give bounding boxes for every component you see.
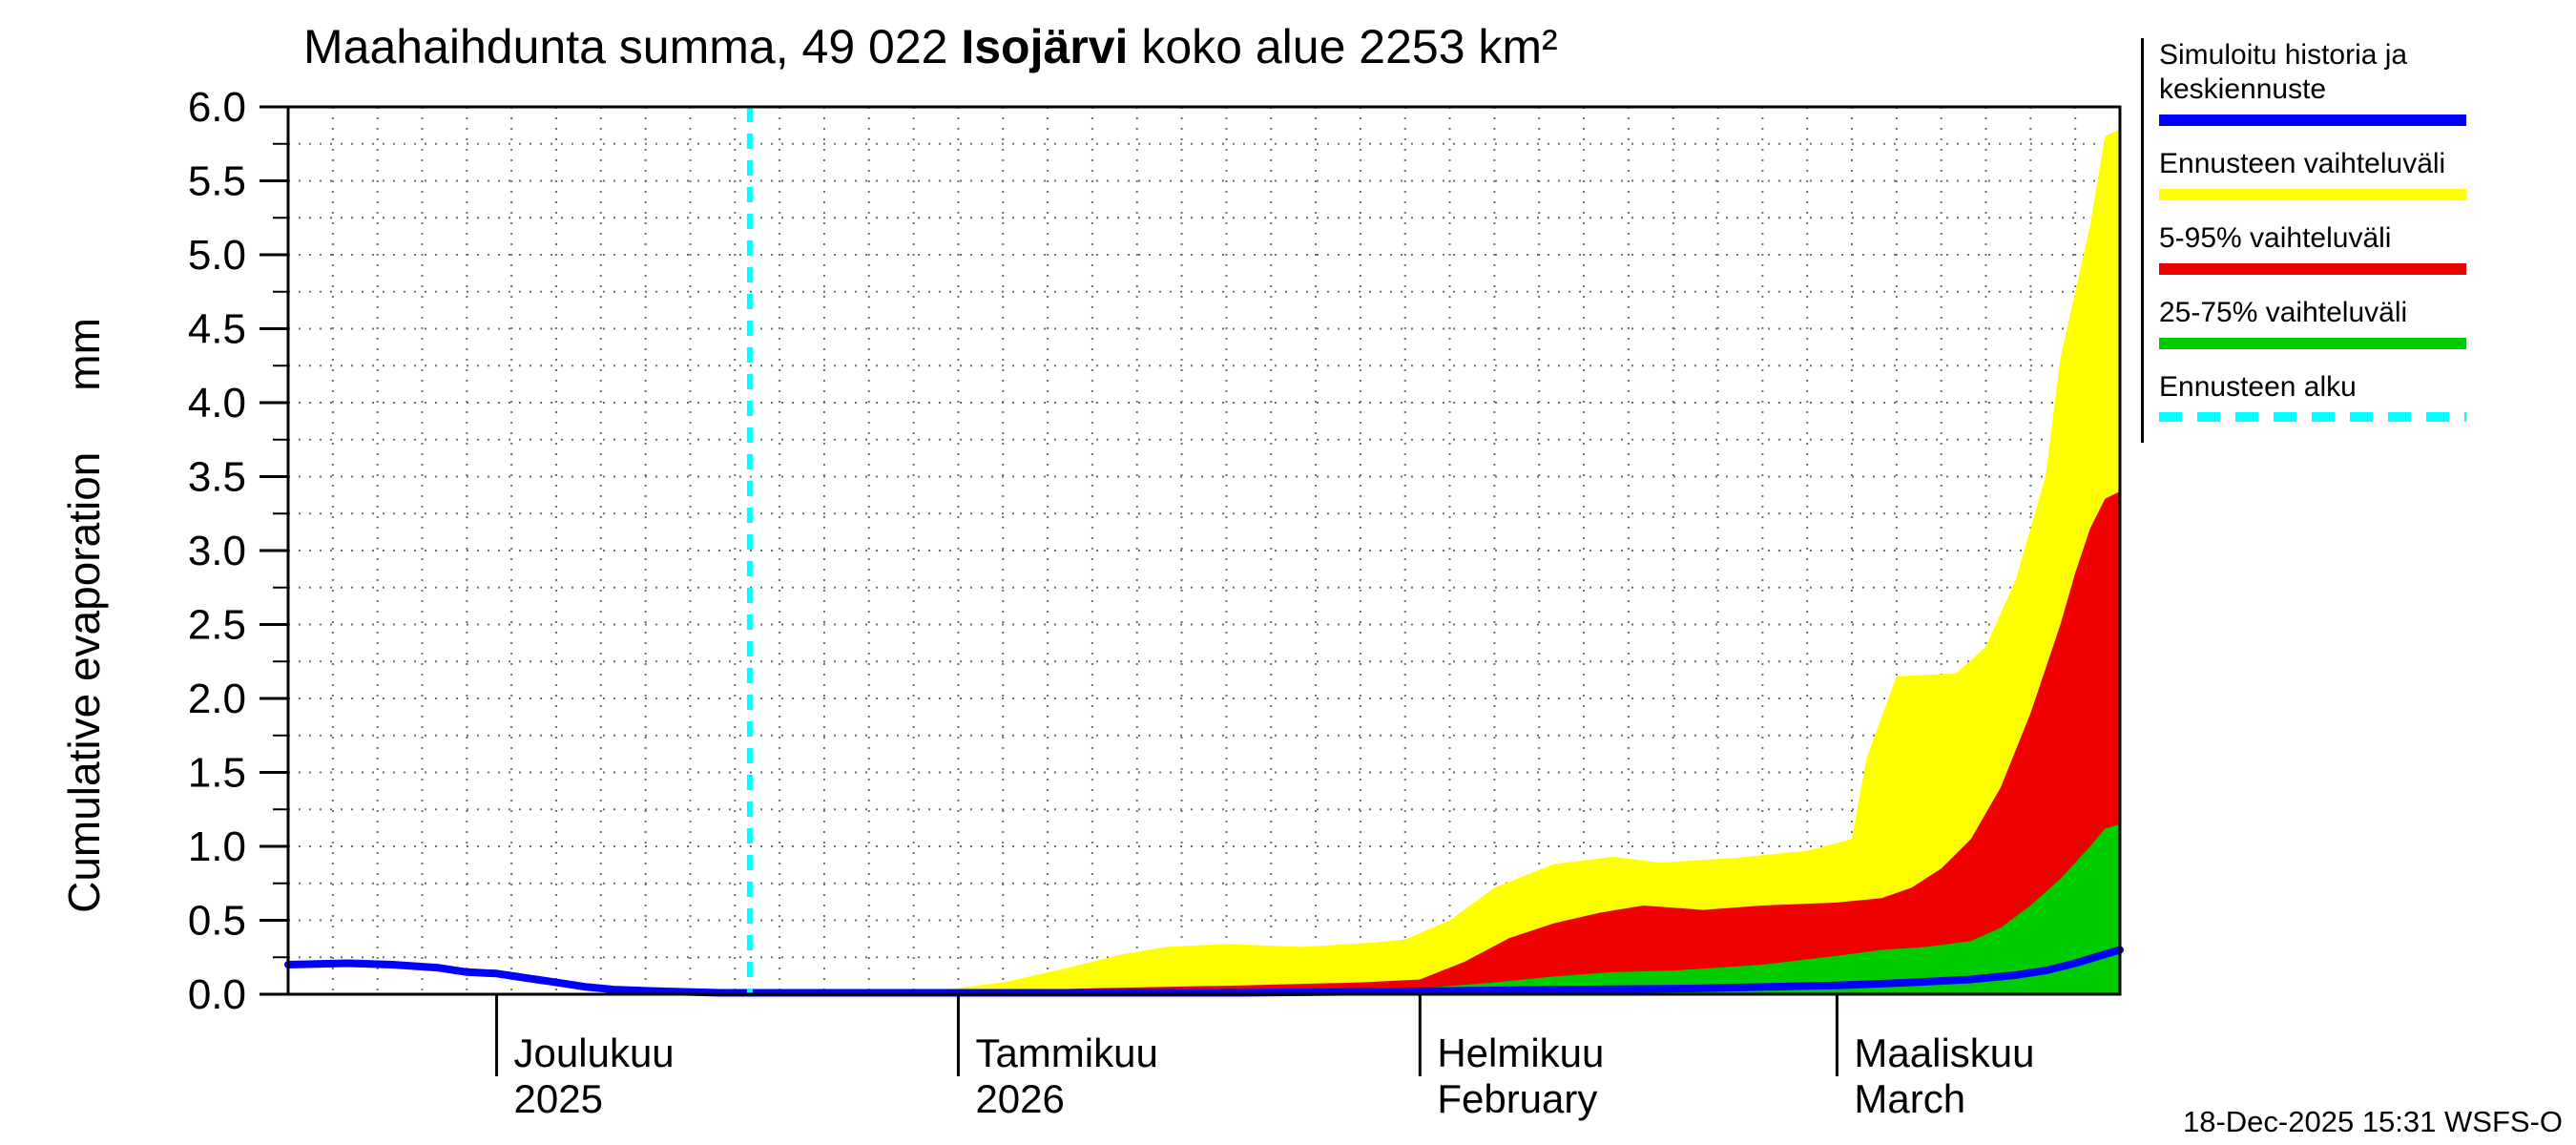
legend-swatch-ennusteen-alku [2159,412,2466,422]
legend-item-5-95-vaihteluvali: 5-95% vaihteluväli [2159,221,2566,275]
y-tick-label: 1.0 [188,823,246,870]
y-tick-label: 5.0 [188,232,246,279]
legend-item-ennusteen-alku: Ennusteen alku [2159,370,2566,422]
y-tick-label: 2.5 [188,602,246,649]
y-tick-label: 4.5 [188,306,246,353]
month-sublabel: March [1854,1076,1965,1121]
month-sublabel: 2025 [514,1076,603,1121]
y-tick-label: 0.5 [188,898,246,945]
y-tick-label: 0.0 [188,971,246,1018]
y-tick-label: 6.0 [188,84,246,131]
y-tick-label: 3.0 [188,528,246,574]
y-tick-label: 2.0 [188,676,246,722]
grid [288,107,2120,994]
y-tick-label: 5.5 [188,158,246,205]
timestamp: 18-Dec-2025 15:31 WSFS-O [2182,1105,2563,1138]
legend-item-simuloitu-historia: Simuloitu historia ja keskiennuste [2159,38,2566,126]
legend-item-ennusteen-vaihteluvali: Ennusteen vaihteluväli [2159,147,2566,200]
month-label: Joulukuu [514,1030,675,1075]
legend-swatch-5-95-vaihteluvali [2159,263,2466,275]
legend-label: Simuloitu historia ja keskiennuste [2159,39,2408,105]
month-label: Helmikuu [1437,1030,1604,1075]
month-label: Maaliskuu [1854,1030,2034,1075]
legend-swatch-25-75-vaihteluvali [2159,338,2466,349]
y-tick-label: 4.0 [188,380,246,427]
month-sublabel: February [1437,1076,1597,1121]
y-tick-label: 3.5 [188,454,246,501]
legend-swatch-ennusteen-vaihteluvali [2159,189,2466,200]
legend-swatch-simuloitu-historia [2159,114,2466,126]
y-axis-ticks: 0.0 0.5 1.0 1.5 2.0 2.5 3.0 3.5 4.0 4.5 5.0 5.5 6.0 [188,84,288,1018]
legend-label: Ennusteen vaihteluväli [2159,148,2446,179]
legend-item-25-75-vaihteluvali: 25-75% vaihteluväli [2159,296,2566,349]
chart-title-prefix: Maahaihdunta summa, 49 022 [303,20,962,73]
month-sublabel: 2026 [975,1076,1064,1121]
legend-label: 25-75% vaihteluväli [2159,297,2408,328]
band-ennusteen-vaihteluvali [749,129,2120,995]
y-tick-label: 1.5 [188,750,246,797]
chart-title: Maahaihdunta summa, 49 022 Isojärvi koko… [303,19,1558,74]
month-label: Tammikuu [975,1030,1157,1075]
legend: Simuloitu historia ja keskiennuste Ennust… [2141,38,2566,443]
station-name: Isojärvi [961,20,1129,73]
legend-label: Ennusteen alku [2159,371,2357,403]
chart-title-suffix: koko alue 2253 km² [1128,20,1558,73]
legend-label: 5-95% vaihteluväli [2159,222,2392,254]
